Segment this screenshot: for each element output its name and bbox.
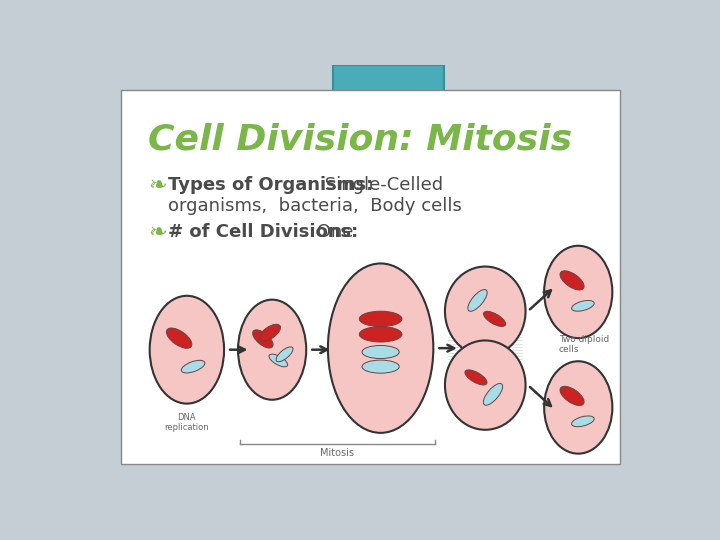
Ellipse shape <box>181 360 205 373</box>
Ellipse shape <box>253 330 273 348</box>
Text: organisms,  bacteria,  Body cells: organisms, bacteria, Body cells <box>168 197 462 215</box>
Ellipse shape <box>362 346 399 359</box>
Ellipse shape <box>572 300 594 311</box>
FancyBboxPatch shape <box>121 90 620 464</box>
Ellipse shape <box>465 370 487 385</box>
Text: Mitosis: Mitosis <box>320 448 354 458</box>
Ellipse shape <box>560 386 584 406</box>
Ellipse shape <box>269 354 287 367</box>
Ellipse shape <box>560 271 584 290</box>
Text: Types of Organisms:: Types of Organisms: <box>168 177 373 194</box>
Text: ❧: ❧ <box>148 222 167 242</box>
Ellipse shape <box>572 416 594 427</box>
Text: ❧: ❧ <box>148 177 167 197</box>
Ellipse shape <box>445 267 526 356</box>
Ellipse shape <box>544 361 612 454</box>
Ellipse shape <box>362 360 399 373</box>
Ellipse shape <box>276 347 293 362</box>
Text: Cell Division: Mitosis: Cell Division: Mitosis <box>148 123 572 157</box>
Ellipse shape <box>544 246 612 338</box>
Ellipse shape <box>483 383 503 405</box>
Ellipse shape <box>150 296 224 403</box>
FancyBboxPatch shape <box>333 65 444 109</box>
Ellipse shape <box>238 300 306 400</box>
Ellipse shape <box>359 327 402 342</box>
Text: One: One <box>311 222 354 241</box>
Text: DNA
replication: DNA replication <box>165 413 210 432</box>
Text: Single-Celled: Single-Celled <box>319 177 443 194</box>
Text: Two diploid
cells: Two diploid cells <box>559 335 609 354</box>
Ellipse shape <box>484 312 505 327</box>
Text: # of Cell Divisions:: # of Cell Divisions: <box>168 222 358 241</box>
Ellipse shape <box>328 264 433 433</box>
Ellipse shape <box>445 340 526 430</box>
Ellipse shape <box>166 328 192 348</box>
Ellipse shape <box>359 311 402 327</box>
Ellipse shape <box>468 289 487 311</box>
Ellipse shape <box>259 324 281 341</box>
